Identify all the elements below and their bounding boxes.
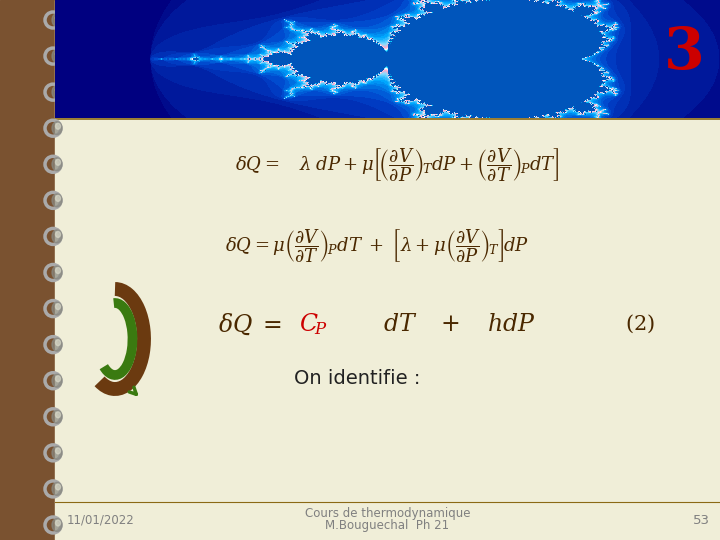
Ellipse shape xyxy=(55,15,60,21)
Ellipse shape xyxy=(55,412,60,418)
Text: $\delta Q \; = $: $\delta Q \; = $ xyxy=(218,312,282,336)
Ellipse shape xyxy=(55,123,60,129)
Ellipse shape xyxy=(52,338,62,351)
Ellipse shape xyxy=(55,267,60,273)
Ellipse shape xyxy=(52,518,62,531)
Text: 53: 53 xyxy=(693,514,710,526)
Ellipse shape xyxy=(55,159,60,165)
Text: $C_{\!P}$: $C_{\!P}$ xyxy=(299,311,328,337)
Ellipse shape xyxy=(55,51,60,57)
Ellipse shape xyxy=(52,86,62,99)
Ellipse shape xyxy=(52,122,62,134)
Ellipse shape xyxy=(52,14,62,26)
Ellipse shape xyxy=(52,50,62,63)
Text: $dT \quad + \quad hdP$: $dT \quad + \quad hdP$ xyxy=(384,312,536,336)
Ellipse shape xyxy=(52,374,62,387)
Ellipse shape xyxy=(55,448,60,454)
Text: $(2)$: $(2)$ xyxy=(625,313,655,335)
Ellipse shape xyxy=(55,303,60,309)
Ellipse shape xyxy=(52,482,62,495)
Text: M.Bouguechal  Ph 21: M.Bouguechal Ph 21 xyxy=(325,518,449,531)
Ellipse shape xyxy=(52,447,62,460)
Ellipse shape xyxy=(55,232,60,238)
Text: On identifie :: On identifie : xyxy=(294,368,420,388)
Text: 3: 3 xyxy=(665,25,705,81)
Ellipse shape xyxy=(52,266,62,279)
Ellipse shape xyxy=(52,158,62,171)
Ellipse shape xyxy=(52,302,62,315)
Ellipse shape xyxy=(55,87,60,93)
Ellipse shape xyxy=(55,520,60,526)
Ellipse shape xyxy=(52,410,62,423)
Text: 11/01/2022: 11/01/2022 xyxy=(67,514,135,526)
Text: $\delta Q = \mu \left(\dfrac{\partial V}{\partial T}\right)_{\!P} dT \; + \; \le: $\delta Q = \mu \left(\dfrac{\partial V}… xyxy=(225,227,529,265)
Text: Cours de thermodynamique: Cours de thermodynamique xyxy=(305,508,470,521)
Ellipse shape xyxy=(55,484,60,490)
Ellipse shape xyxy=(55,195,60,201)
Text: $\delta Q = \quad \lambda \; dP + \mu \left[\! \left(\dfrac{\partial V}{\partial: $\delta Q = \quad \lambda \; dP + \mu \l… xyxy=(235,146,559,184)
Bar xyxy=(0,0,55,540)
Ellipse shape xyxy=(55,376,60,382)
Ellipse shape xyxy=(52,230,62,243)
Ellipse shape xyxy=(52,194,62,207)
Ellipse shape xyxy=(55,340,60,346)
